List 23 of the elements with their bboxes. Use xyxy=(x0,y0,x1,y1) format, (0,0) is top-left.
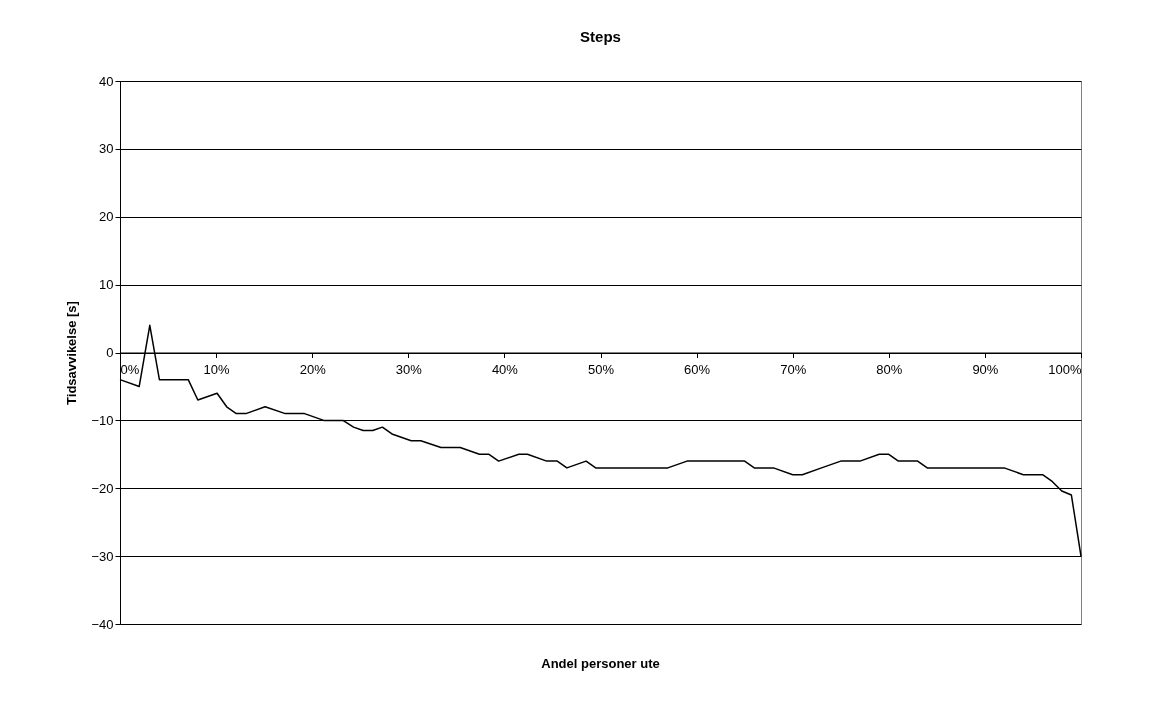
x-tick-label: 70% xyxy=(780,362,807,377)
y-tick-label: 0 xyxy=(106,345,114,360)
y-tick-label: 20 xyxy=(99,209,114,225)
x-tick-label: 10% xyxy=(203,362,231,377)
y-tick-label: 30 xyxy=(99,141,114,157)
x-tick-label: 40% xyxy=(491,362,519,377)
y-tick-label: −20 xyxy=(91,480,114,496)
y-tick-label: 10 xyxy=(99,277,114,293)
y-tick-label: −10 xyxy=(91,412,114,428)
y-tick-label: −30 xyxy=(91,548,114,564)
y-tick-label: −40 xyxy=(91,616,114,632)
chart-title: Steps xyxy=(580,28,621,45)
x-tick-label: 80% xyxy=(876,362,903,377)
y-axis-title: Tidsavvikelse [s] xyxy=(64,301,80,405)
x-tick-label: 20% xyxy=(299,362,327,377)
x-tick-label: 50% xyxy=(587,362,615,377)
x-tick-label: 100% xyxy=(1048,362,1082,377)
x-tick-label: 60% xyxy=(684,362,711,377)
x-axis-title: Andel personer ute xyxy=(541,656,660,671)
x-tick-label: 90% xyxy=(972,362,999,377)
x-tick-label: 0% xyxy=(120,362,140,377)
y-tick-label: 40 xyxy=(99,73,114,89)
x-tick-label: 30% xyxy=(395,362,423,377)
